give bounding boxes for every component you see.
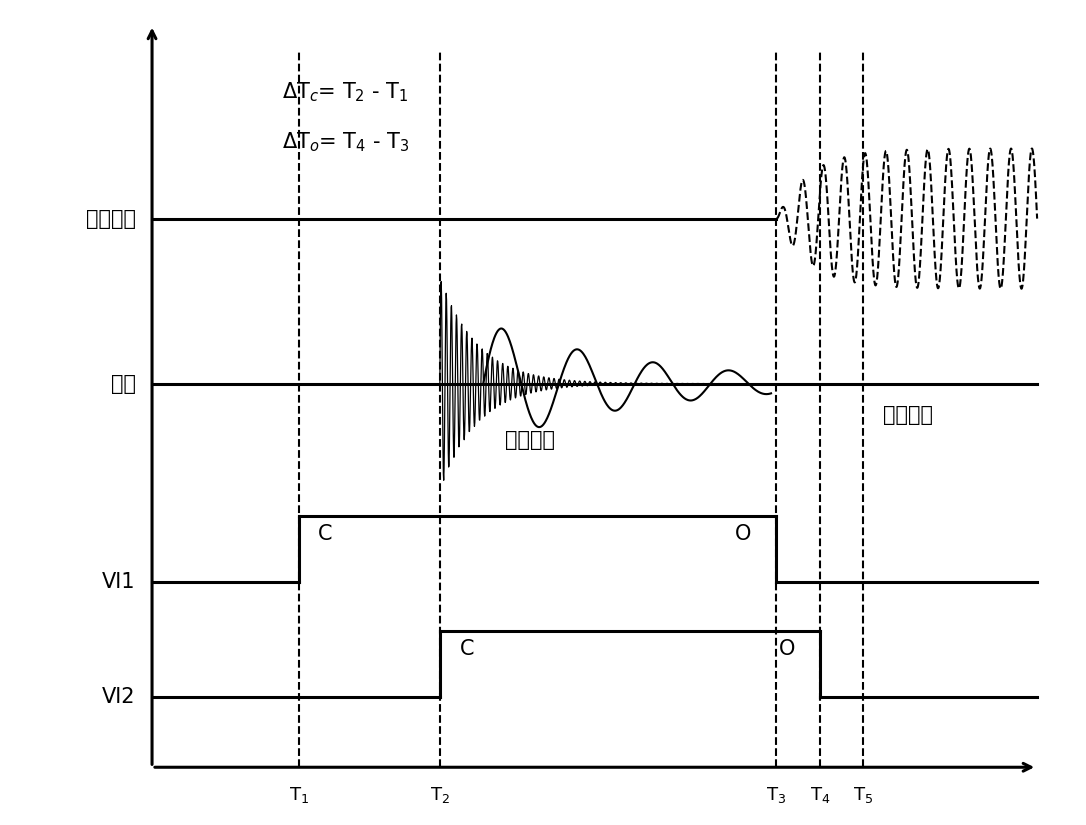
Text: T$_3$: T$_3$ (767, 785, 786, 805)
Text: T$_1$: T$_1$ (289, 785, 308, 805)
Text: VI2: VI2 (102, 687, 136, 707)
Text: T$_2$: T$_2$ (430, 785, 450, 805)
Text: O: O (735, 524, 752, 544)
Text: 电流: 电流 (111, 374, 136, 394)
Text: C: C (459, 639, 473, 659)
Text: T$_4$: T$_4$ (810, 785, 830, 805)
Text: $\Delta$T$_c$= T$_2$ - T$_1$: $\Delta$T$_c$= T$_2$ - T$_1$ (282, 81, 408, 104)
Text: VI1: VI1 (102, 572, 136, 592)
Text: 恢复电压: 恢复电压 (86, 209, 136, 229)
Text: O: O (779, 639, 795, 659)
Text: C: C (318, 524, 332, 544)
Text: 开断电流: 开断电流 (883, 405, 933, 425)
Text: 高频涌流: 高频涌流 (505, 430, 555, 450)
Text: $\Delta$T$_o$= T$_4$ - T$_3$: $\Delta$T$_o$= T$_4$ - T$_3$ (282, 130, 409, 153)
Text: T$_5$: T$_5$ (854, 785, 873, 805)
